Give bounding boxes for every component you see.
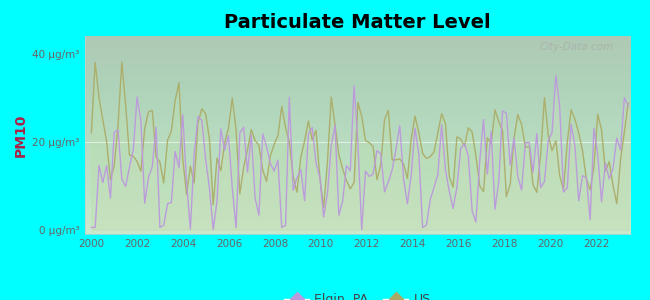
Y-axis label: PM10: PM10 bbox=[14, 113, 28, 157]
Legend: Elgin, PA, US: Elgin, PA, US bbox=[280, 288, 436, 300]
Title: Particulate Matter Level: Particulate Matter Level bbox=[224, 13, 491, 32]
Text: City-Data.com: City-Data.com bbox=[540, 42, 614, 52]
